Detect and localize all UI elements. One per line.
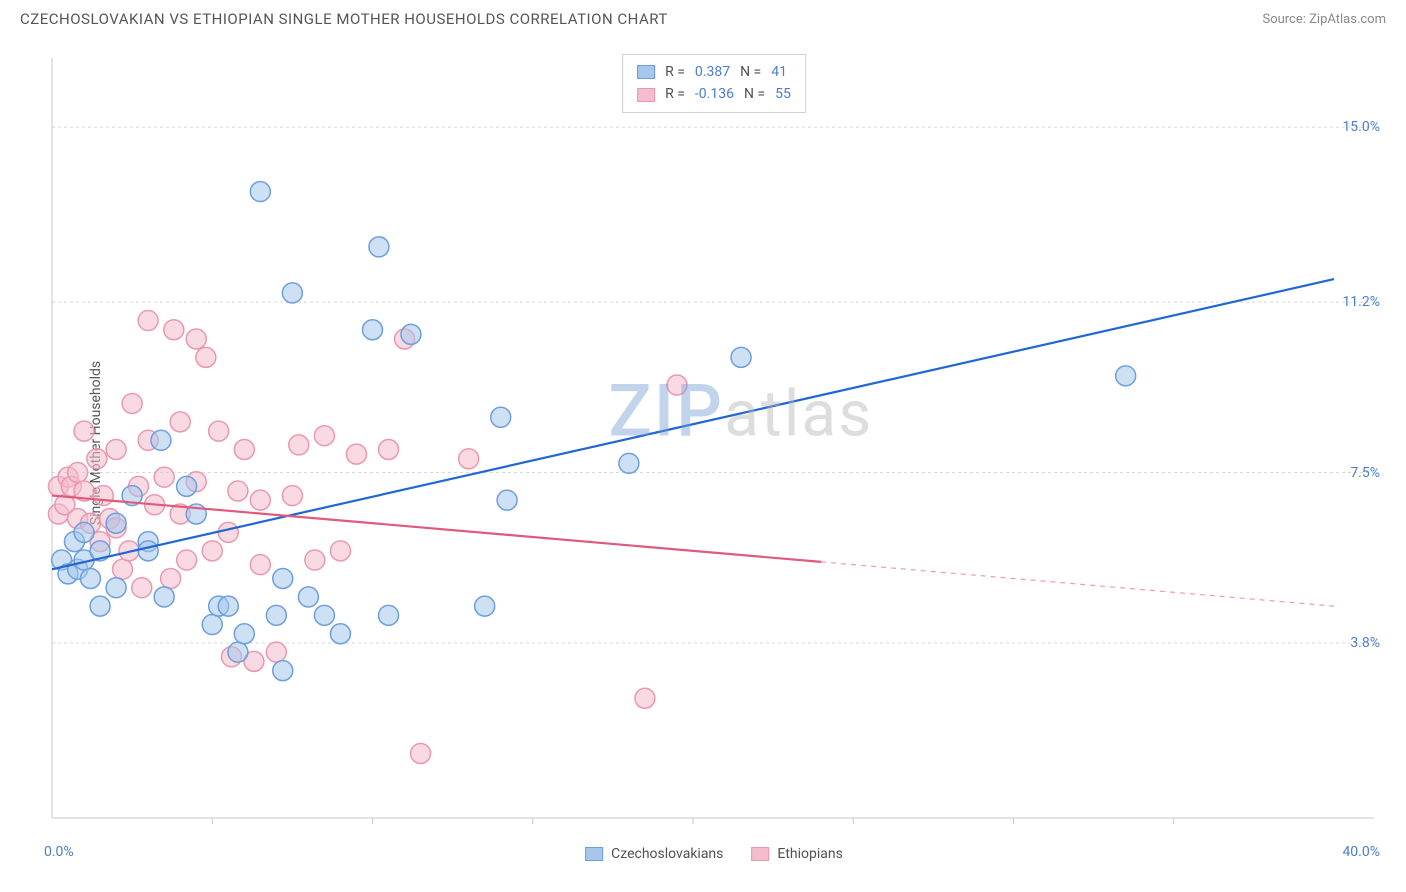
chart-header: CZECHOSLOVAKIAN VS ETHIOPIAN SINGLE MOTH… — [0, 0, 1406, 34]
n-value-a: 41 — [771, 61, 787, 83]
n-value-b: 55 — [775, 83, 791, 105]
swatch-b — [637, 88, 655, 102]
x-tick-max: 40.0% — [1342, 844, 1380, 860]
y-tick-label: 3.8% — [1350, 635, 1380, 651]
r-value-b: -0.136 — [695, 83, 734, 105]
r-value-a: 0.387 — [695, 61, 730, 83]
chart-area: Single Mother Households ZIPatlas R = 0.… — [44, 48, 1384, 838]
scatter-plot — [44, 48, 1384, 838]
series-legend: Czechoslovakians Ethiopians — [585, 846, 843, 862]
swatch-b-bottom — [751, 847, 769, 861]
legend-item-b: Ethiopians — [751, 846, 842, 862]
x-tick-min: 0.0% — [44, 844, 74, 860]
y-tick-label: 15.0% — [1342, 119, 1380, 135]
y-tick-label: 7.5% — [1350, 465, 1380, 481]
legend-row-b: R = -0.136 N = 55 — [637, 83, 791, 105]
swatch-a — [637, 65, 655, 79]
source-label: Source: ZipAtlas.com — [1262, 12, 1386, 27]
swatch-a-bottom — [585, 847, 603, 861]
series-a-name: Czechoslovakians — [611, 846, 723, 862]
legend-row-a: R = 0.387 N = 41 — [637, 61, 791, 83]
legend-item-a: Czechoslovakians — [585, 846, 723, 862]
chart-title: CZECHOSLOVAKIAN VS ETHIOPIAN SINGLE MOTH… — [20, 10, 668, 28]
correlation-legend: R = 0.387 N = 41 R = -0.136 N = 55 — [622, 54, 806, 113]
series-b-name: Ethiopians — [777, 846, 842, 862]
y-tick-label: 11.2% — [1342, 294, 1380, 310]
